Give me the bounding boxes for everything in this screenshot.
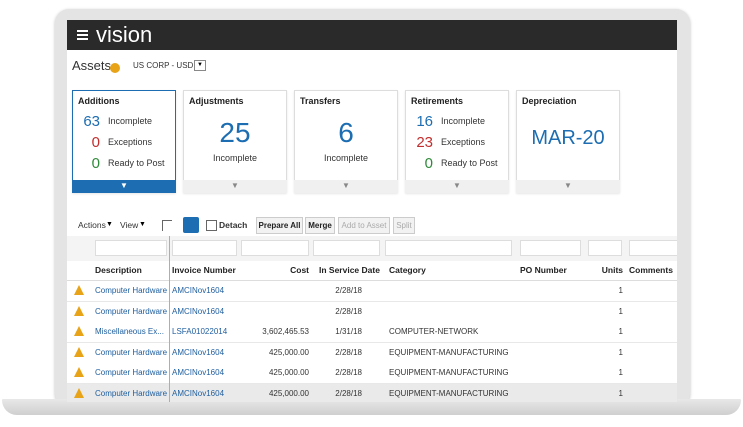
warning-icon bbox=[74, 326, 84, 336]
count: 0 bbox=[76, 134, 100, 151]
table-cell: Computer Hardware bbox=[95, 368, 167, 377]
table-cell: 1 bbox=[503, 327, 623, 336]
card-title: Additions bbox=[78, 96, 120, 106]
card-title: Adjustments bbox=[189, 96, 244, 106]
card-title: Transfers bbox=[300, 96, 341, 106]
filter-input[interactable] bbox=[95, 240, 167, 256]
table-cell: Computer Hardware bbox=[95, 389, 167, 398]
table-cell: AMCINov1604 bbox=[172, 307, 224, 316]
toolbar-button[interactable]: Prepare All bbox=[256, 217, 303, 234]
count-label: Exceptions bbox=[108, 137, 152, 147]
column-header: Category bbox=[389, 265, 426, 275]
table-cell: EQUIPMENT-MANUFACTURING bbox=[389, 368, 509, 377]
toolbar-button: Add to Asset bbox=[338, 217, 390, 234]
table-cell: 1 bbox=[503, 348, 623, 357]
actions-menu[interactable]: Actions bbox=[78, 220, 106, 230]
filter-input[interactable] bbox=[313, 240, 380, 256]
count: 0 bbox=[409, 155, 433, 172]
table-cell: EQUIPMENT-MANUFACTURING bbox=[389, 348, 509, 357]
view-menu[interactable]: View bbox=[120, 220, 138, 230]
count-label: Ready to Post bbox=[108, 158, 165, 168]
filter-input[interactable] bbox=[629, 240, 677, 256]
filter-input[interactable] bbox=[172, 240, 237, 256]
count: 23 bbox=[409, 134, 433, 151]
filter-input[interactable] bbox=[241, 240, 309, 256]
selected-tool[interactable] bbox=[183, 217, 199, 233]
table-cell: 2/28/18 bbox=[242, 389, 362, 398]
warning-icon bbox=[74, 285, 84, 295]
filter-input[interactable] bbox=[588, 240, 622, 256]
freeze-icon[interactable] bbox=[162, 220, 172, 231]
card-chevron: ▼ bbox=[342, 181, 350, 190]
book-dropdown[interactable]: ▼ bbox=[194, 60, 206, 71]
filter-input[interactable] bbox=[385, 240, 512, 256]
count-label: Incomplete bbox=[294, 153, 398, 163]
count-label: Exceptions bbox=[441, 137, 485, 147]
table-cell: 1 bbox=[503, 307, 623, 316]
card-title: Depreciation bbox=[522, 96, 577, 106]
caret: ▼ bbox=[139, 221, 146, 228]
table-cell: Computer Hardware bbox=[95, 307, 167, 316]
count-label: Incomplete bbox=[183, 153, 287, 163]
count: 16 bbox=[409, 113, 433, 130]
warning-icon bbox=[74, 347, 84, 357]
menu-icon-mid bbox=[77, 34, 88, 36]
table-cell: 2/28/18 bbox=[242, 286, 362, 295]
card-chevron: ▼ bbox=[453, 181, 461, 190]
table-cell: Computer Hardware bbox=[95, 286, 167, 295]
table-cell: 1 bbox=[503, 389, 623, 398]
warning-icon bbox=[74, 388, 84, 398]
column-header: Cost bbox=[189, 265, 309, 275]
card-chevron: ▼ bbox=[231, 181, 239, 190]
table-cell: AMCINov1604 bbox=[172, 286, 224, 295]
brand: vision bbox=[96, 21, 152, 49]
detach-icon[interactable] bbox=[206, 220, 217, 231]
card-title: Retirements bbox=[411, 96, 463, 106]
count: 0 bbox=[76, 155, 100, 172]
count-label: Ready to Post bbox=[441, 158, 498, 168]
count: 25 bbox=[183, 117, 287, 149]
count: 63 bbox=[76, 113, 100, 130]
filter-input[interactable] bbox=[520, 240, 581, 256]
warning-icon bbox=[74, 367, 84, 377]
book-label[interactable]: US CORP - USD bbox=[133, 61, 193, 70]
table-cell: 2/28/18 bbox=[242, 348, 362, 357]
card-chevron: ▼ bbox=[120, 181, 128, 190]
page-title: Assets bbox=[72, 58, 111, 73]
toolbar-button: Split bbox=[393, 217, 415, 234]
period: MAR-20 bbox=[516, 127, 620, 150]
column-header: Comments bbox=[629, 265, 673, 275]
column-header: Units bbox=[503, 265, 623, 275]
warning-icon bbox=[74, 306, 84, 316]
table-cell: 2/28/18 bbox=[242, 368, 362, 377]
table-cell: 2/28/18 bbox=[242, 307, 362, 316]
table-cell: COMPUTER-NETWORK bbox=[389, 327, 478, 336]
count: 6 bbox=[294, 117, 398, 149]
column-header: Description bbox=[95, 265, 142, 275]
app-screen: visionAssetsUS CORP - USD▼Additions▼63In… bbox=[67, 20, 677, 402]
top-bar bbox=[67, 20, 677, 50]
count-label: Incomplete bbox=[108, 116, 152, 126]
detach-button[interactable]: Detach bbox=[219, 220, 247, 230]
table-cell: 1/31/18 bbox=[242, 327, 362, 336]
count-label: Incomplete bbox=[441, 116, 485, 126]
table-cell: 1 bbox=[503, 368, 623, 377]
help-icon bbox=[110, 63, 120, 73]
table-cell: Computer Hardware bbox=[95, 348, 167, 357]
table-cell: Miscellaneous Ex... bbox=[95, 327, 164, 336]
column-divider bbox=[169, 236, 170, 402]
toolbar-button[interactable]: Merge bbox=[305, 217, 335, 234]
table-cell: 1 bbox=[503, 286, 623, 295]
card-chevron: ▼ bbox=[564, 181, 572, 190]
caret: ▼ bbox=[106, 221, 113, 228]
table-cell: EQUIPMENT-MANUFACTURING bbox=[389, 389, 509, 398]
column-header: In Service Date bbox=[319, 265, 380, 275]
